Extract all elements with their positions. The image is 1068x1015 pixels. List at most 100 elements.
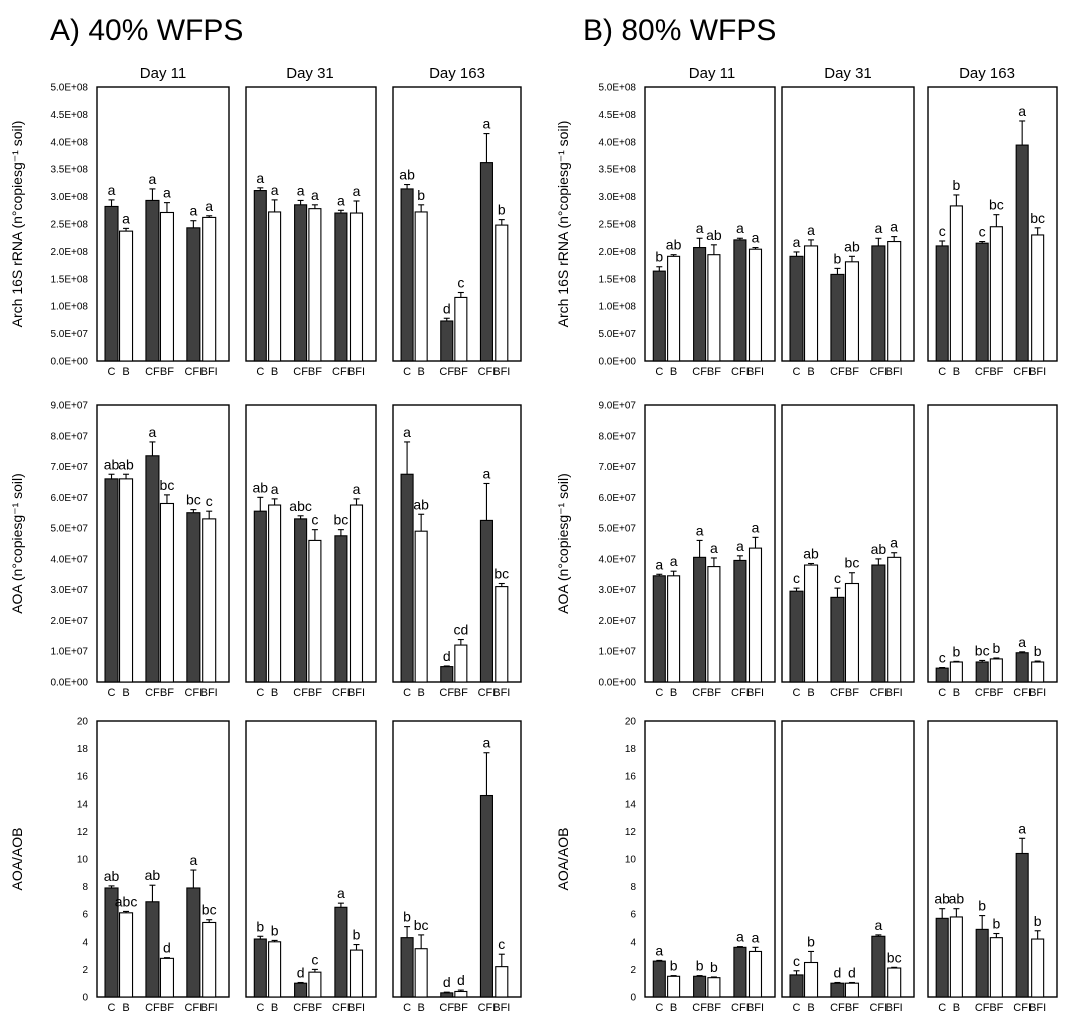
bar [454,990,468,998]
bar [454,296,468,362]
significance-letter: bc [975,642,990,658]
bar [349,504,364,683]
y-tick-label: 2.0E+08 [598,247,636,258]
category-label: CF [975,366,990,378]
category-label: CFI [731,1002,749,1014]
category-label: BF [845,687,859,699]
chart-b-aoa: 0.0E+00 1.0E+07 2.0E+07 3.0E+07 4.0E+07 5.0E+… [555,401,1058,699]
bar [935,245,949,362]
bar [887,240,902,362]
y-tick-label: 8 [82,882,88,893]
category-label: CF [293,687,308,699]
significance-letter: c [939,223,946,239]
significance-letter: a [874,917,882,933]
category-label: CF [293,1002,308,1014]
category-label: CF [830,366,845,378]
category-label: BF [454,687,468,699]
bar [400,188,414,362]
y-tick-label: 4.0E+07 [598,554,636,565]
significance-letter: c [311,951,318,967]
significance-letter: c [979,224,986,240]
category-label: B [670,687,677,699]
bar [440,666,454,683]
significance-letter: bc [887,949,902,965]
significance-letter: a [483,735,491,751]
bar [935,917,949,998]
category-label: B [271,366,278,378]
significance-letter: a [403,424,411,440]
bar [844,982,860,998]
significance-letter: a [337,885,345,901]
y-tick-label: 8.0E+07 [598,431,636,442]
significance-letter: a [655,942,663,958]
bar [145,455,160,683]
y-tick-label: 3.0E+07 [598,585,636,596]
day-label-a-3: Day 163 [429,65,485,82]
bar [294,204,308,362]
bar [202,216,217,362]
chart-b-arch: 0.0E+00 5.0E+07 1.0E+08 1.5E+08 2.0E+08 2.5E+… [555,83,1058,378]
bar [693,556,707,683]
bar [159,502,175,683]
category-label: C [655,687,663,699]
category-label: CFI [332,1002,350,1014]
y-tick-label: 3.5E+08 [50,165,88,176]
y-tick-label: 3.0E+08 [50,192,88,203]
category-label: CF [439,687,454,699]
bar [334,212,348,362]
category-label: BF [707,1002,721,1014]
category-label: CFI [478,366,496,378]
significance-letter: a [696,220,704,236]
y-tick-label: 4 [82,937,88,948]
category-label: CFI [184,687,202,699]
y-tick-label: 7.0E+07 [598,462,636,473]
significance-letter: ab [871,541,887,557]
category-label: B [953,366,960,378]
bar [1015,852,1029,998]
category-label: B [271,687,278,699]
y-tick-label: 4.0E+07 [50,554,88,565]
category-label: CF [145,366,160,378]
significance-letter: b [978,898,986,914]
category-label: BFI [201,366,218,378]
bar [652,575,666,683]
significance-letter: b [256,918,264,934]
y-tick-label: 14 [625,799,637,810]
y-tick-label: 1.0E+07 [598,647,636,658]
chart-b-ratio: 0 2 4 6 8 10 12 14 16 18 20 AOA/AOB a Cb Bb CF b BF a CFI a B… [555,717,1058,1014]
category-label: C [403,366,411,378]
y-tick-label: 16 [625,772,637,783]
significance-letter: a [890,535,898,551]
category-label: BFI [1029,366,1046,378]
y-tick-label: 8 [630,882,636,893]
bar [789,255,804,362]
category-label: CFI [869,366,887,378]
significance-letter: d [834,965,842,981]
significance-letter: ab [413,496,429,512]
y-axis-title: Arch 16S rRNA (n°copiesg⁻¹ soil) [9,121,25,328]
significance-letter: c [834,570,841,586]
significance-letter: a [696,522,704,538]
category-label: C [655,1002,663,1014]
category-label: B [953,1002,960,1014]
bar [949,916,963,998]
category-label: CFI [869,1002,887,1014]
bar [495,586,509,683]
significance-letter: a [189,203,197,219]
category-label: CF [975,1002,990,1014]
category-label: BFI [348,687,365,699]
bar [294,982,308,998]
bar [935,667,949,683]
category-label: BF [707,366,721,378]
bar [667,255,681,362]
significance-letter: b [952,643,960,659]
y-tick-label: 16 [77,772,89,783]
significance-letter: ab [104,868,120,884]
bar [253,510,267,683]
bar [202,518,217,683]
y-tick-label: 6.0E+07 [598,493,636,504]
significance-letter: b [696,958,704,974]
category-label: B [670,1002,677,1014]
significance-letter: b [403,909,411,925]
significance-letter: a [483,116,491,132]
